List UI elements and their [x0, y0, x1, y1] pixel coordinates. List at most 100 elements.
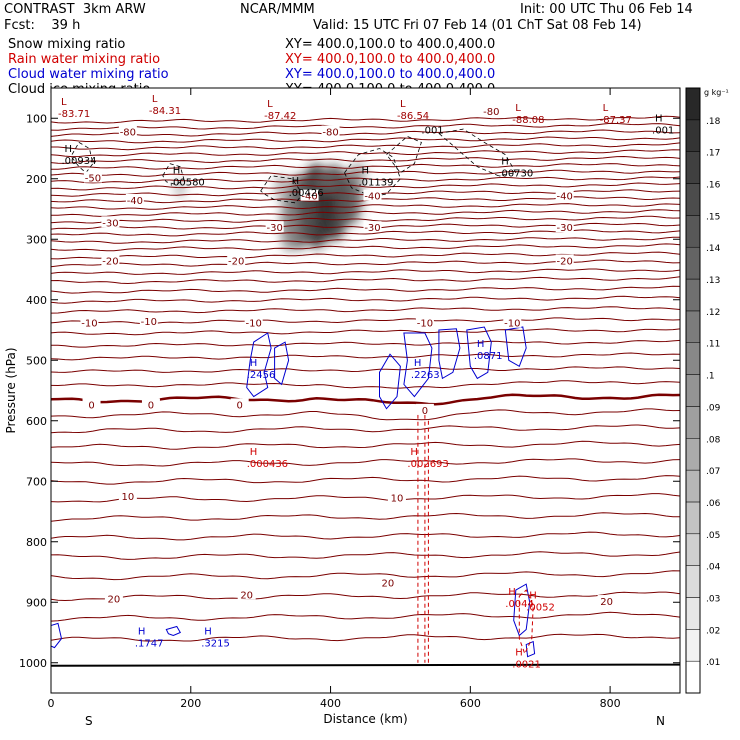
colorbar-bin — [685, 406, 701, 439]
isotherm — [51, 209, 680, 217]
isotherm — [51, 366, 680, 373]
field-xy-cloud-water: XY= 400.0,100.0 to 400.0,400.0 — [285, 67, 496, 82]
isotherm — [51, 424, 680, 434]
extremum-marker: L — [400, 99, 406, 110]
extremum-marker: H — [204, 627, 212, 638]
y-tick-label: 1000 — [19, 657, 47, 670]
plot-frame — [50, 87, 681, 694]
cloud-ice-contour — [344, 148, 401, 198]
y-tick-label: 500 — [26, 354, 47, 367]
colorbar-label: .13 — [706, 276, 720, 286]
extremum-marker: H — [173, 166, 181, 177]
isotherm — [51, 633, 680, 642]
colorbar-label: .03 — [706, 594, 720, 604]
isotherm-label: 20 — [600, 597, 613, 608]
extremum-value: .00426 — [289, 188, 324, 199]
isotherm — [51, 493, 680, 503]
cloud-water-contour — [246, 332, 272, 398]
extremum-marker: H — [250, 447, 258, 458]
header-left-line2: Fcst: 39 h — [4, 18, 81, 33]
extremum-value: .00934 — [61, 156, 96, 167]
extremum-marker: H — [64, 144, 72, 155]
colorbar-bin — [685, 565, 701, 598]
cloud-water-contour — [274, 341, 290, 386]
isotherm-label: 20 — [108, 595, 121, 606]
colorbar-label: .01 — [706, 658, 720, 668]
isotherm — [51, 251, 680, 260]
field-xy-snow: XY= 400.0,100.0 to 400.0,400.0 — [285, 37, 496, 52]
isotherm — [51, 169, 680, 177]
extremum-value: .0052 — [526, 602, 555, 613]
extremum-value: .001 — [421, 126, 443, 137]
extremum-marker: H — [508, 587, 516, 598]
y-axis-label: Pressure (hPa) — [4, 347, 18, 433]
isotherm — [51, 440, 680, 450]
colorbar-label: .09 — [706, 403, 721, 413]
isotherm — [51, 259, 680, 268]
cloud-water-contour — [403, 332, 433, 398]
isotherm — [51, 295, 680, 304]
colorbar-label: .18 — [706, 117, 721, 127]
extremum-value: -86.54 — [397, 111, 429, 122]
y-tick-label: 300 — [26, 233, 47, 246]
isotherm-label: 0 — [237, 400, 243, 411]
isotherm — [51, 129, 680, 137]
isotherm-label: -80 — [120, 128, 136, 139]
isotherm-label: -20 — [102, 256, 118, 267]
colorbar-label: .12 — [706, 308, 720, 318]
isotherm — [51, 176, 680, 184]
y-tick-label: 400 — [26, 294, 47, 307]
isotherm-label: -30 — [364, 223, 380, 234]
isotherm-label: -10 — [504, 319, 520, 330]
snow-shading — [174, 162, 367, 253]
colorbar-label: .1 — [706, 372, 715, 382]
colorbar-label: .06 — [706, 499, 721, 509]
extremum-value: .1747 — [135, 639, 164, 650]
isotherm — [51, 142, 680, 151]
colorbar-bin — [685, 119, 701, 152]
isotherm-label: -30 — [557, 223, 573, 234]
plot-background — [51, 88, 680, 693]
isotherm — [51, 115, 680, 124]
field-xy-rain: XY= 400.0,100.0 to 400.0,400.0 — [285, 52, 496, 67]
extremum-marker: L — [152, 94, 158, 105]
extremum-value: .2263 — [411, 370, 440, 381]
isotherm-label: -10 — [417, 319, 433, 330]
cloud-ice-contour — [438, 128, 517, 177]
isotherm — [51, 268, 680, 275]
colorbar-bin — [685, 183, 701, 216]
x-tick-label: 400 — [320, 697, 341, 710]
extremum-value: .002693 — [407, 459, 448, 470]
field-name-cloud-water: Cloud water mixing ratio — [8, 67, 169, 82]
isotherm — [51, 285, 680, 294]
isotherm — [51, 352, 680, 361]
x-end-label-right: N — [656, 714, 665, 728]
extremum-marker: H — [515, 648, 523, 659]
isotherm — [51, 531, 680, 541]
isotherm-label: -10 — [141, 317, 157, 328]
isotherm-label: -30 — [266, 223, 282, 234]
extremum-value: -83.71 — [58, 109, 90, 120]
extremum-marker: H — [362, 166, 370, 177]
colorbar-bin — [685, 660, 701, 694]
isotherm — [51, 182, 680, 191]
extremum-marker: H — [529, 590, 537, 601]
cloud-water-contour — [165, 625, 182, 637]
cloud-water-contour — [51, 622, 63, 649]
header-left-line1: CONTRAST 3km ARW — [4, 2, 146, 17]
isotherm — [51, 380, 680, 389]
x-axis-label: Distance (km) — [323, 712, 407, 726]
snow-blob — [318, 169, 337, 194]
isotherm — [51, 458, 680, 467]
colorbar-label: .16 — [706, 181, 721, 191]
extremum-marker: L — [515, 103, 521, 114]
y-tick-label: 600 — [26, 415, 47, 428]
isotherm-label: 0 — [422, 406, 428, 417]
extremum-value: .0021 — [512, 660, 541, 671]
isotherm-label: 0 — [88, 400, 94, 411]
colorbar-bin — [685, 342, 701, 375]
isotherm — [51, 570, 680, 581]
y-tick-label: 100 — [26, 112, 47, 125]
rain-contour — [518, 589, 534, 656]
